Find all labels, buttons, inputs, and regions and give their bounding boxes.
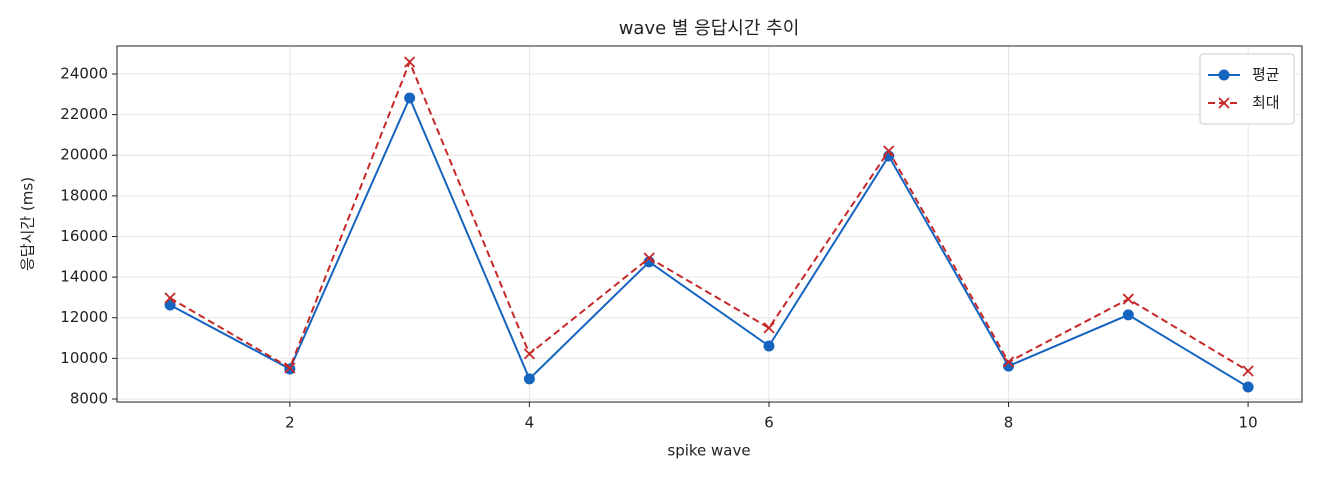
marker	[763, 340, 775, 352]
y-tick-label: 8000	[70, 389, 108, 407]
marker	[403, 56, 416, 68]
legend-marker	[1218, 69, 1230, 81]
marker	[1122, 293, 1134, 305]
x-tick-label: 10	[1239, 414, 1258, 432]
x-tick-label: 2	[285, 414, 295, 432]
legend-label: 최대	[1252, 94, 1280, 112]
y-tick-label: 18000	[60, 186, 108, 204]
marker	[1002, 356, 1015, 368]
marker	[523, 348, 536, 360]
marker	[1242, 381, 1254, 393]
x-tick-label: 4	[525, 414, 535, 432]
marker	[164, 292, 176, 304]
x-axis-label: spike wave	[667, 442, 750, 460]
y-tick-label: 10000	[60, 349, 108, 367]
y-axis-label: 응답시간 (ms)	[19, 177, 37, 271]
y-tick-label: 20000	[60, 146, 108, 164]
plot-frame	[116, 45, 1303, 403]
series-line	[169, 59, 1249, 372]
chart-title: wave 별 응답시간 추이	[619, 18, 800, 39]
x-tick-label: 6	[764, 414, 774, 432]
y-tick-label: 14000	[60, 268, 108, 286]
series-line	[169, 95, 1249, 388]
marker	[523, 373, 535, 385]
marker	[643, 252, 655, 264]
marker	[404, 92, 416, 104]
marker	[883, 145, 895, 157]
y-tick-label: 16000	[60, 227, 108, 245]
legend-label: 평균	[1252, 66, 1280, 84]
y-tick-label: 12000	[60, 308, 108, 326]
marker	[1242, 365, 1254, 377]
x-tick-label: 8	[1004, 414, 1014, 432]
y-tick-label: 22000	[60, 105, 108, 123]
marker	[1122, 309, 1134, 321]
marker	[1003, 360, 1015, 372]
marker	[763, 322, 775, 334]
y-tick-label: 24000	[60, 64, 108, 82]
legend-box	[1199, 53, 1295, 125]
legend-marker	[1218, 97, 1230, 109]
marker	[164, 299, 176, 311]
marker	[284, 362, 296, 374]
